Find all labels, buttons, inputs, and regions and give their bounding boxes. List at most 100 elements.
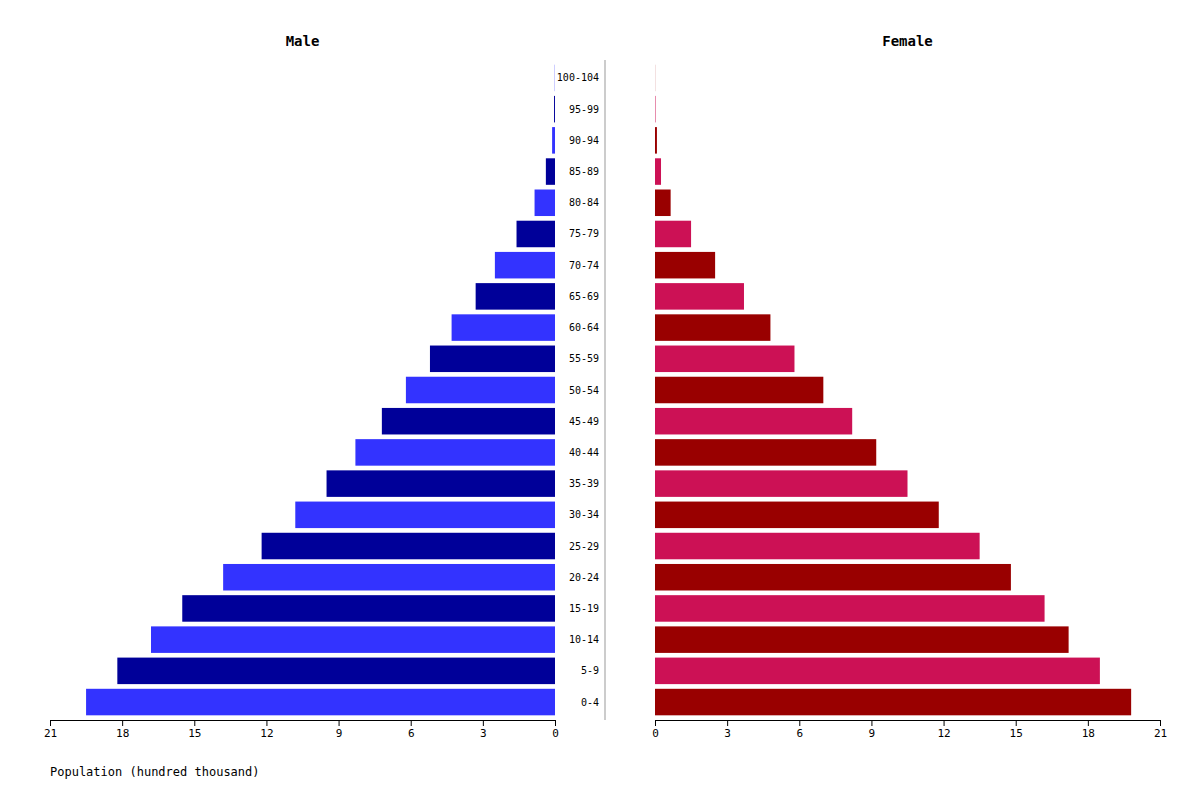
bar — [554, 96, 555, 123]
bars — [86, 65, 555, 716]
tick-mark — [194, 720, 195, 726]
category-label: 100-104 — [557, 72, 599, 83]
tick-label: 6 — [796, 727, 803, 740]
bar — [655, 65, 656, 92]
bar — [655, 283, 744, 310]
tick-label: 15 — [1010, 727, 1023, 740]
category-label: 65-69 — [569, 291, 599, 302]
bar — [655, 658, 1100, 685]
bar — [327, 470, 555, 497]
tick: 3 — [480, 720, 487, 740]
tick-mark — [1160, 720, 1161, 726]
chart: 036912151821Male036912151821Female0-45-9… — [0, 0, 1200, 800]
category-label: 90-94 — [569, 135, 599, 146]
bar — [655, 408, 852, 435]
category-label: 15-19 — [569, 603, 599, 614]
bar — [430, 346, 555, 373]
panel-title: Female — [882, 33, 933, 49]
bar — [655, 439, 876, 466]
tick-label: 0 — [552, 727, 559, 740]
category-label: 50-54 — [569, 385, 599, 396]
tick-label: 9 — [869, 727, 876, 740]
bar — [655, 502, 939, 529]
tick-mark — [799, 720, 800, 726]
category-labels: 0-45-910-1415-1920-2425-2930-3435-3940-4… — [557, 72, 599, 707]
bar — [655, 252, 715, 279]
tick: 0 — [552, 720, 559, 740]
bar — [476, 283, 555, 310]
x-axis: 0 3 6 9 12 15 18 21 — [652, 720, 1167, 740]
category-label: 35-39 — [569, 478, 599, 489]
tick-mark — [411, 720, 412, 726]
tick-label: 9 — [336, 727, 343, 740]
bar — [406, 377, 555, 404]
center-divider — [605, 60, 606, 720]
bar — [182, 595, 555, 622]
category-label: 80-84 — [569, 197, 599, 208]
bar — [655, 626, 1069, 653]
tick-label: 6 — [408, 727, 415, 740]
bar — [655, 127, 657, 154]
bar — [355, 439, 555, 466]
bar — [655, 689, 1131, 716]
bar — [552, 127, 555, 154]
category-label: 85-89 — [569, 166, 599, 177]
category-label: 30-34 — [569, 509, 599, 520]
category-label: 0-4 — [581, 697, 599, 708]
bar — [295, 502, 555, 529]
x-axis: 0 3 6 9 12 15 18 21 — [44, 720, 559, 740]
tick-mark — [339, 720, 340, 726]
tick-label: 15 — [188, 727, 201, 740]
x-axis-title: Population (hundred thousand) — [50, 765, 260, 779]
tick-mark — [655, 720, 656, 726]
bar — [655, 533, 980, 560]
category-label: 20-24 — [569, 572, 599, 583]
tick-mark — [555, 720, 556, 726]
tick: 9 — [336, 720, 343, 740]
tick-label: 21 — [1154, 727, 1167, 740]
bar — [117, 658, 555, 685]
tick: 6 — [796, 720, 803, 740]
tick-label: 3 — [724, 727, 731, 740]
bar — [655, 346, 794, 373]
category-label: 10-14 — [569, 634, 599, 645]
tick: 21 — [44, 720, 57, 740]
tick-mark — [871, 720, 872, 726]
category-label: 70-74 — [569, 260, 599, 271]
tick-mark — [1088, 720, 1089, 726]
bar — [655, 595, 1045, 622]
bar — [655, 314, 770, 341]
bar — [262, 533, 555, 560]
bars — [655, 65, 1131, 716]
bar — [223, 564, 555, 591]
bar — [655, 221, 691, 248]
tick: 21 — [1154, 720, 1167, 740]
tick: 0 — [652, 720, 659, 740]
bar — [554, 65, 555, 92]
bar — [382, 408, 555, 435]
tick-label: 18 — [116, 727, 129, 740]
bar — [655, 96, 656, 123]
panel-title: Male — [286, 33, 320, 49]
bar — [655, 190, 671, 217]
tick-label: 12 — [260, 727, 273, 740]
bar — [546, 158, 555, 185]
tick: 18 — [1082, 720, 1095, 740]
category-label: 55-59 — [569, 353, 599, 364]
category-label: 25-29 — [569, 541, 599, 552]
tick-label: 12 — [937, 727, 950, 740]
tick-mark — [122, 720, 123, 726]
tick-mark — [483, 720, 484, 726]
tick-mark — [944, 720, 945, 726]
bar — [495, 252, 555, 279]
category-label: 40-44 — [569, 447, 599, 458]
bar — [655, 470, 908, 497]
tick-label: 3 — [480, 727, 487, 740]
bar — [86, 689, 555, 716]
tick: 15 — [188, 720, 201, 740]
tick: 3 — [724, 720, 731, 740]
tick-mark — [50, 720, 51, 726]
axis-line — [656, 721, 1161, 727]
tick-mark — [266, 720, 267, 726]
tick: 18 — [116, 720, 129, 740]
